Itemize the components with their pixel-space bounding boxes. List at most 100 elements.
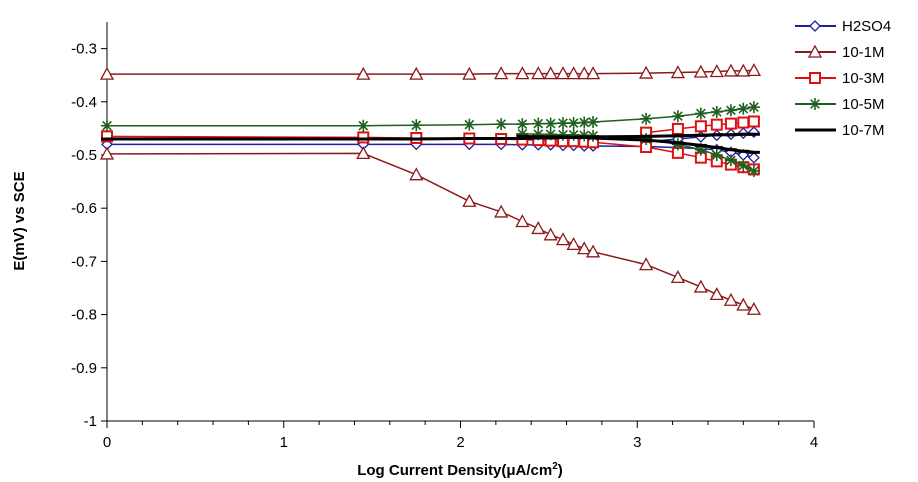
data-point [409, 66, 424, 80]
data-point [736, 63, 751, 77]
y-tick-label: -0.5 [71, 147, 97, 164]
data-point [724, 104, 737, 117]
data-point [638, 257, 654, 271]
data-point [747, 101, 760, 114]
y-tick-label: -0.3 [71, 41, 97, 58]
y-tick-label: -0.8 [71, 307, 97, 324]
data-point [463, 118, 476, 131]
x-tick-label: 2 [456, 434, 464, 451]
y-tick-label: -1 [84, 413, 97, 430]
data-point [746, 63, 761, 77]
legend-label: 10-5M [842, 96, 885, 113]
data-point [99, 146, 115, 160]
y-axis-title: E(mV) vs SCE [11, 171, 28, 270]
x-tick-label: 1 [280, 434, 288, 451]
data-point [577, 241, 592, 255]
data-point [577, 66, 592, 80]
data-point [747, 115, 760, 128]
data-point [710, 118, 723, 131]
legend: H2SO4 10-1M 10-3M 10-5M 10-7M [795, 18, 891, 139]
y-tick-label: -0.6 [71, 200, 97, 217]
data-point [410, 119, 423, 132]
legend-label: 10-3M [842, 70, 885, 87]
legend-item-10-7m: 10-7M [795, 122, 885, 139]
data-point [638, 65, 654, 79]
data-point [670, 270, 685, 284]
x-tick-label: 3 [633, 434, 641, 451]
y-tick-label: -0.4 [71, 94, 97, 111]
legend-item-10-3m: 10-3M [795, 70, 885, 87]
data-point [531, 66, 546, 80]
legend-label: 10-7M [842, 122, 885, 139]
data-point [566, 66, 581, 80]
data-point [515, 66, 530, 80]
data-point [724, 117, 737, 130]
data-point [694, 107, 707, 120]
x-axis-title-main: Log Current Density(μA/cm [357, 462, 552, 479]
series-line [107, 143, 755, 159]
data-point [462, 66, 477, 80]
data-point [543, 227, 558, 241]
data-point [409, 167, 424, 181]
legend-item-h2so4: H2SO4 [795, 18, 891, 35]
data-point [462, 193, 477, 207]
data-point [746, 301, 761, 315]
data-point [495, 118, 508, 131]
data-point [357, 119, 370, 132]
data-point [99, 66, 115, 80]
data-point [544, 117, 557, 130]
data-point [710, 149, 723, 161]
data-point [555, 66, 571, 80]
data-point [557, 117, 570, 130]
series-10-7m [101, 132, 760, 154]
series-10-1m [99, 63, 761, 315]
x-tick-label: 0 [103, 434, 111, 451]
data-point [494, 204, 509, 218]
y-tick-label: -0.7 [71, 253, 97, 270]
data-point [724, 154, 737, 167]
series-group [99, 63, 761, 315]
data-point [694, 120, 707, 133]
data-point [737, 102, 750, 115]
data-point [747, 164, 760, 177]
x-axis-title-superscript: 2 [552, 461, 558, 472]
data-point [693, 279, 708, 293]
data-point [723, 63, 739, 77]
data-point [809, 20, 821, 32]
data-point [585, 66, 601, 80]
data-point [709, 287, 724, 301]
data-point [585, 244, 601, 258]
y-tick-label: -0.9 [71, 360, 97, 377]
data-point [747, 151, 760, 164]
data-point [494, 66, 509, 80]
series-line [107, 69, 754, 75]
legend-item-10-1m: 10-1M [795, 44, 885, 61]
data-point [737, 159, 750, 172]
series-line [106, 152, 755, 310]
data-point [809, 72, 821, 84]
data-point [693, 64, 708, 78]
data-point [101, 119, 113, 132]
data-point [587, 116, 600, 129]
legend-label: H2SO4 [842, 18, 891, 35]
data-point [809, 98, 821, 110]
y-axis: -0.3 -0.4 -0.5 -0.6 -0.7 -0.8 -0.9 -1 [71, 22, 108, 430]
legend-label: 10-1M [842, 44, 885, 61]
data-point [671, 110, 684, 123]
data-point [356, 66, 371, 80]
data-point [531, 221, 546, 235]
data-point [515, 214, 530, 228]
data-point [671, 122, 684, 135]
data-point [555, 232, 571, 246]
data-point [566, 237, 581, 251]
x-tick-label: 4 [810, 434, 818, 451]
data-point [543, 66, 558, 80]
data-point [567, 128, 580, 141]
data-point [670, 65, 685, 79]
legend-item-10-5m: 10-5M [795, 96, 885, 113]
data-point [709, 64, 724, 78]
data-point [737, 116, 750, 129]
data-point [694, 130, 707, 143]
data-point [723, 292, 739, 306]
